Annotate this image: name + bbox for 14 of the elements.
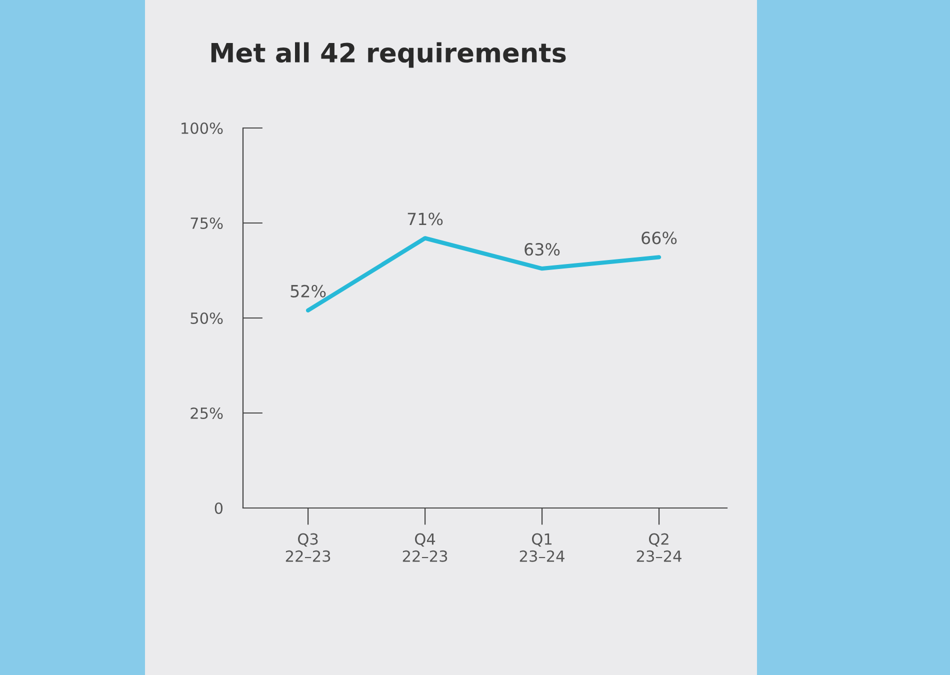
x-tick-label: Q2 23–24 — [636, 533, 682, 562]
x-tick-label: Q4 22–23 — [402, 533, 448, 562]
y-tick-label: 100% — [182, 122, 223, 134]
y-tick-label: 0 — [214, 502, 223, 514]
data-label: 71% — [408, 212, 443, 226]
x-tick-label: Q3 22–23 — [286, 533, 330, 562]
y-tick-label: 75% — [190, 217, 223, 230]
data-label: 66% — [642, 232, 677, 244]
y-tick-label: 50% — [190, 312, 223, 324]
chart-title: Met all 42 requirements — [211, 42, 566, 68]
data-label: 63% — [524, 243, 560, 256]
x-tick-label: Q1 23–24 — [520, 533, 564, 562]
y-tick-label: 25% — [190, 407, 223, 420]
data-label: 52% — [290, 284, 326, 298]
